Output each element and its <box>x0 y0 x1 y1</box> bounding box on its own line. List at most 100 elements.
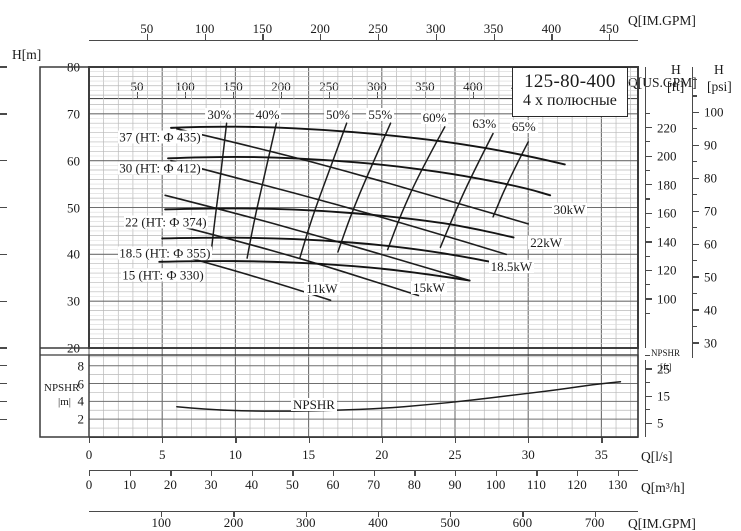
right-npshr-tick <box>645 368 652 370</box>
bottom-m3h-label: 60 <box>326 477 340 492</box>
bottom-m3h-baseline <box>89 470 638 472</box>
bottom-m3h-label: 40 <box>245 477 259 492</box>
efficiency-label: 40% <box>253 107 282 123</box>
bottom-ls-tick <box>308 437 310 443</box>
top-im-gpm-label: 200 <box>310 21 330 36</box>
left-head-tick <box>0 300 7 302</box>
right-npshr-minor-tick <box>645 354 650 357</box>
top-im-gpm-tick <box>551 34 553 40</box>
right-psi-label: 30 <box>704 335 717 351</box>
right-npshr-minor-tick <box>645 409 650 411</box>
right-psi-tick <box>692 111 699 114</box>
top-us-gpm-label: 200 <box>271 79 291 94</box>
bottom-m3h-tick <box>129 470 131 476</box>
bottom-m3h-tick <box>414 470 416 476</box>
axis-label-bottom-ls: Q[l/s] <box>641 449 673 464</box>
power-curve <box>164 194 471 282</box>
top-us-gpm-label: 100 <box>175 79 195 94</box>
bottom-m3h-label: 0 <box>85 477 93 492</box>
bottom-ls-label: 0 <box>85 447 93 462</box>
right-psi-label: 100 <box>704 104 724 120</box>
right-psi-label: 80 <box>704 170 717 186</box>
bottom-m3h-tick <box>577 470 579 476</box>
right-psi-minor-tick <box>692 292 697 295</box>
right-ft-minor-tick <box>645 284 650 286</box>
right-psi-minor-tick <box>692 325 697 327</box>
efficiency-label: 63% <box>470 115 499 131</box>
axis-label-top-im-gpm: Q[IM.GPM] <box>628 13 696 28</box>
bottom-m3h-tick <box>617 470 619 476</box>
left-head-label: 50 <box>67 200 80 215</box>
top-us-gpm-label: 350 <box>415 79 435 94</box>
right-ft-tick <box>645 127 652 129</box>
right-ft-tick <box>645 184 652 186</box>
efficiency-label: 55% <box>366 107 395 123</box>
right-psi-minor-tick <box>692 194 697 196</box>
bottom-im-gpm2-tick <box>305 511 307 517</box>
right-ft-minor-tick <box>645 169 650 172</box>
bottom-m3h-label: 70 <box>367 477 381 492</box>
bottom-ls-label: 25 <box>448 447 462 462</box>
right-psi-minor-tick <box>692 128 697 130</box>
bottom-ls-label: 30 <box>521 447 535 462</box>
axis-label-right-ft: H <box>671 62 681 77</box>
left-npshr-label: 4 <box>77 393 85 409</box>
bottom-m3h-tick <box>89 470 91 476</box>
top-us-gpm-baseline <box>89 98 638 100</box>
right-psi-tick <box>692 144 699 147</box>
power-label: 18.5kW <box>488 258 535 274</box>
right-psi-label: 50 <box>704 269 717 285</box>
left-npshr-label: 8 <box>77 358 85 374</box>
power-label: 11kW <box>304 281 340 297</box>
axis-label-right-ft-unit: [ft] <box>667 79 685 94</box>
top-im-gpm-tick <box>493 34 495 40</box>
bottom-im-gpm2-tick <box>161 511 163 517</box>
right-ft-axis-line <box>645 67 647 348</box>
bottom-im-gpm2-tick <box>233 511 235 517</box>
main-plot-frame-top <box>88 66 639 349</box>
left-head-tick <box>0 347 7 349</box>
efficiency-curve <box>299 122 348 259</box>
right-ft-label: 120 <box>657 262 677 278</box>
bottom-m3h-tick <box>211 470 213 476</box>
efficiency-label: 60% <box>420 110 449 126</box>
bottom-m3h-label: 10 <box>123 477 137 492</box>
bottom-ls-tick <box>162 437 164 443</box>
bottom-ls-tick <box>235 437 237 443</box>
npshr-curve-label: NPSHR <box>291 396 337 412</box>
bottom-ls-tick <box>381 437 383 443</box>
right-ft-minor-tick <box>645 141 650 143</box>
top-im-gpm-label: 100 <box>194 21 215 36</box>
bottom-im-gpm2-tick <box>450 511 452 517</box>
right-npshr-minor-tick <box>645 382 650 384</box>
bottom-ls-label: 10 <box>228 447 242 462</box>
right-npshr-label: 5 <box>657 415 664 431</box>
right-psi-tick <box>692 177 699 179</box>
axis-label-right-npshr-unit: [ft] <box>660 362 672 372</box>
right-psi-tick <box>692 243 699 245</box>
head-curve <box>161 236 500 265</box>
power-curve <box>176 128 529 225</box>
bottom-ls-tick <box>601 437 603 443</box>
axis-label-right-psi: H <box>714 62 724 77</box>
bottom-ls-label: 20 <box>375 447 389 462</box>
head-curve <box>164 207 515 239</box>
top-im-gpm-tick <box>609 34 611 40</box>
right-psi-axis-line <box>692 67 694 358</box>
bottom-m3h-label: 130 <box>607 477 628 492</box>
top-im-gpm-tick <box>320 34 322 40</box>
efficiency-curve <box>386 126 446 251</box>
right-ft-label: 180 <box>657 177 677 193</box>
right-psi-label: 40 <box>704 302 717 318</box>
top-us-gpm-label: 250 <box>319 79 339 94</box>
left-npshr-tick <box>0 418 7 420</box>
right-psi-minor-tick <box>692 260 697 262</box>
axis-label-right-psi-unit: [psi] <box>707 79 732 94</box>
bottom-im-gpm2-tick <box>594 511 596 517</box>
top-us-gpm-label: 50 <box>130 79 144 94</box>
bottom-m3h-tick <box>536 470 538 476</box>
bottom-m3h-label: 20 <box>163 477 177 492</box>
right-npshr-tick <box>645 422 652 425</box>
right-psi-minor-tick <box>692 78 697 81</box>
